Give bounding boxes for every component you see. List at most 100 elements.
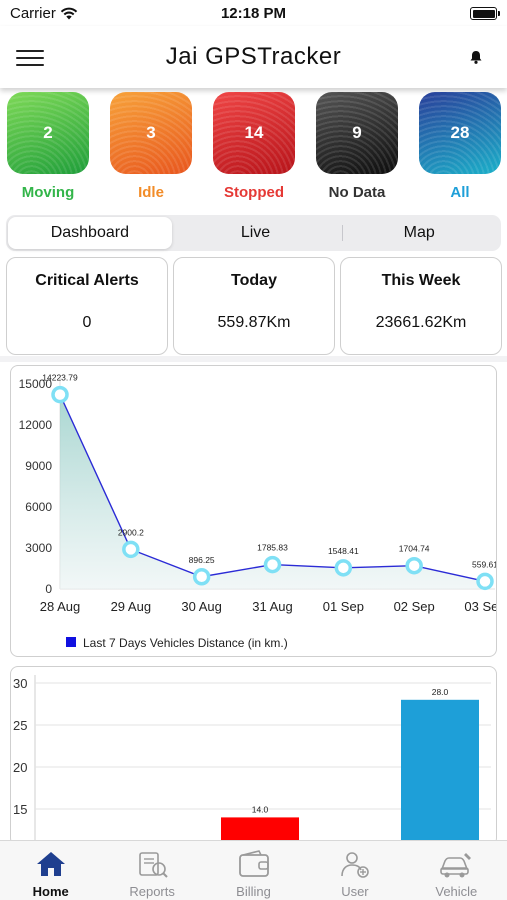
critical-alerts-card[interactable]: Critical Alerts 0 <box>6 257 168 355</box>
y-tick-label: 12000 <box>19 418 53 432</box>
y-tick-label: 20 <box>13 760 27 775</box>
data-label: 2900.2 <box>118 527 144 537</box>
app-header: Jai GPSTracker <box>0 26 507 88</box>
y-tick-label: 9000 <box>25 459 52 473</box>
y-tick-label: 3000 <box>25 541 52 555</box>
app-title: Jai GPSTracker <box>165 43 342 70</box>
tab-label: Vehicle <box>435 884 478 899</box>
segmented-tabs: Dashboard Live Map <box>6 215 501 251</box>
status-count: 2 <box>43 123 53 142</box>
x-tick-label: 31 Aug <box>252 599 293 614</box>
bell-icon[interactable] <box>467 48 485 66</box>
status-label: Moving <box>21 184 75 201</box>
status-label: Stopped <box>224 184 284 201</box>
tab-dashboard[interactable]: Dashboard <box>8 217 172 249</box>
summary-cards: Critical Alerts 0 Today 559.87Km This We… <box>0 257 507 355</box>
status-count: 9 <box>352 123 362 142</box>
bar-value-label: 14.0 <box>252 804 269 814</box>
data-label: 1785.83 <box>257 543 288 553</box>
data-label: 559.61 <box>472 559 497 569</box>
tab-billing[interactable]: Billing <box>203 841 304 900</box>
card-value: 0 <box>82 314 92 331</box>
home-icon <box>36 852 65 876</box>
status-count: 28 <box>450 123 470 142</box>
legend-swatch <box>66 637 76 647</box>
card-value: 23661.62Km <box>375 314 467 331</box>
carrier-indicator: Carrier <box>10 5 78 22</box>
status-tile: 2 <box>7 92 89 174</box>
status-tile: 9 <box>316 92 398 174</box>
data-label: 1548.41 <box>328 546 359 556</box>
y-tick-label: 25 <box>13 718 27 733</box>
card-title: This Week <box>381 272 461 289</box>
data-point <box>334 559 353 577</box>
tab-divider <box>342 225 343 241</box>
x-tick-label: 28 Aug <box>40 599 81 614</box>
status-label: Idle <box>138 184 164 201</box>
carrier-label: Carrier <box>10 5 56 22</box>
tab-label: Reports <box>129 884 175 899</box>
status-card-all[interactable]: 28 All <box>419 92 501 202</box>
x-tick-label: 30 Aug <box>181 599 222 614</box>
vehicle-icon <box>440 853 472 878</box>
legend-label: Last 7 Days Vehicles Distance (in km.) <box>83 636 288 650</box>
vehicle-status-cards: 2 Moving 3 Idle 14 Stopped 9 No Data 28 … <box>0 92 507 204</box>
status-card-idle[interactable]: 3 Idle <box>110 92 192 202</box>
data-point <box>263 555 282 574</box>
card-title: Today <box>231 272 277 289</box>
hamburger-menu-icon[interactable] <box>16 50 44 66</box>
distance-chart-card: 0 3000 6000 9000 12000 15000 14223.79 28 Aug 290… <box>10 365 497 657</box>
tab-reports[interactable]: Reports <box>101 841 202 900</box>
status-card-stopped[interactable]: 14 Stopped <box>213 92 295 202</box>
tab-label: User <box>341 884 369 899</box>
y-tick-label: 0 <box>45 582 52 596</box>
data-label: 1704.74 <box>399 544 430 554</box>
status-tile: 3 <box>110 92 192 174</box>
status-card-no-data[interactable]: 9 No Data <box>316 92 398 202</box>
reports-icon <box>139 852 168 878</box>
data-label: 14223.79 <box>42 373 78 383</box>
tab-home[interactable]: Home <box>0 841 101 900</box>
this-week-card[interactable]: This Week 23661.62Km <box>340 257 502 355</box>
tab-map[interactable]: Map <box>403 224 435 241</box>
x-tick-label: 02 Sep <box>394 599 435 614</box>
today-card[interactable]: Today 559.87Km <box>173 257 335 355</box>
clock: 12:18 PM <box>220 5 287 22</box>
bar-all <box>401 699 479 845</box>
user-icon <box>341 852 369 878</box>
card-value: 559.87Km <box>217 314 291 331</box>
data-point <box>476 572 494 591</box>
status-label: No Data <box>328 184 386 201</box>
data-point <box>51 385 69 404</box>
tab-vehicle[interactable]: Vehicle <box>406 841 507 900</box>
x-tick-label: 29 Aug <box>111 599 152 614</box>
card-title: Critical Alerts <box>35 272 139 289</box>
status-tile: 14 <box>213 92 295 174</box>
y-tick-label: 6000 <box>25 500 52 514</box>
area-fill <box>60 394 485 589</box>
tab-user[interactable]: User <box>304 841 405 900</box>
x-tick-label: 03 Sep <box>464 599 497 614</box>
y-tick-label: 30 <box>13 676 27 691</box>
tab-live[interactable]: Live <box>240 224 271 241</box>
bar-value-label: 28.0 <box>432 687 449 697</box>
data-point <box>405 556 423 575</box>
tab-label: Home <box>32 884 69 899</box>
data-point <box>192 568 211 586</box>
status-bar-chart: 152025302.03.014.09.028.0 <box>13 675 491 845</box>
bottom-tab-bar: Home Reports Billing User <box>0 840 507 900</box>
status-count: 14 <box>244 123 264 142</box>
battery-icon <box>470 7 500 20</box>
status-tile: 28 <box>419 92 501 174</box>
y-tick-label: 15 <box>13 802 27 817</box>
billing-icon <box>238 850 269 877</box>
wifi-icon <box>60 7 78 20</box>
data-label: 896.25 <box>189 555 215 565</box>
status-bar-chart-card: 152025302.03.014.09.028.0 <box>10 666 497 846</box>
status-count: 3 <box>146 123 156 142</box>
x-tick-label: 01 Sep <box>323 599 364 614</box>
status-bar: Carrier 12:18 PM <box>0 0 507 26</box>
status-card-moving[interactable]: 2 Moving <box>7 92 89 202</box>
y-tick-label: 15000 <box>19 377 53 391</box>
